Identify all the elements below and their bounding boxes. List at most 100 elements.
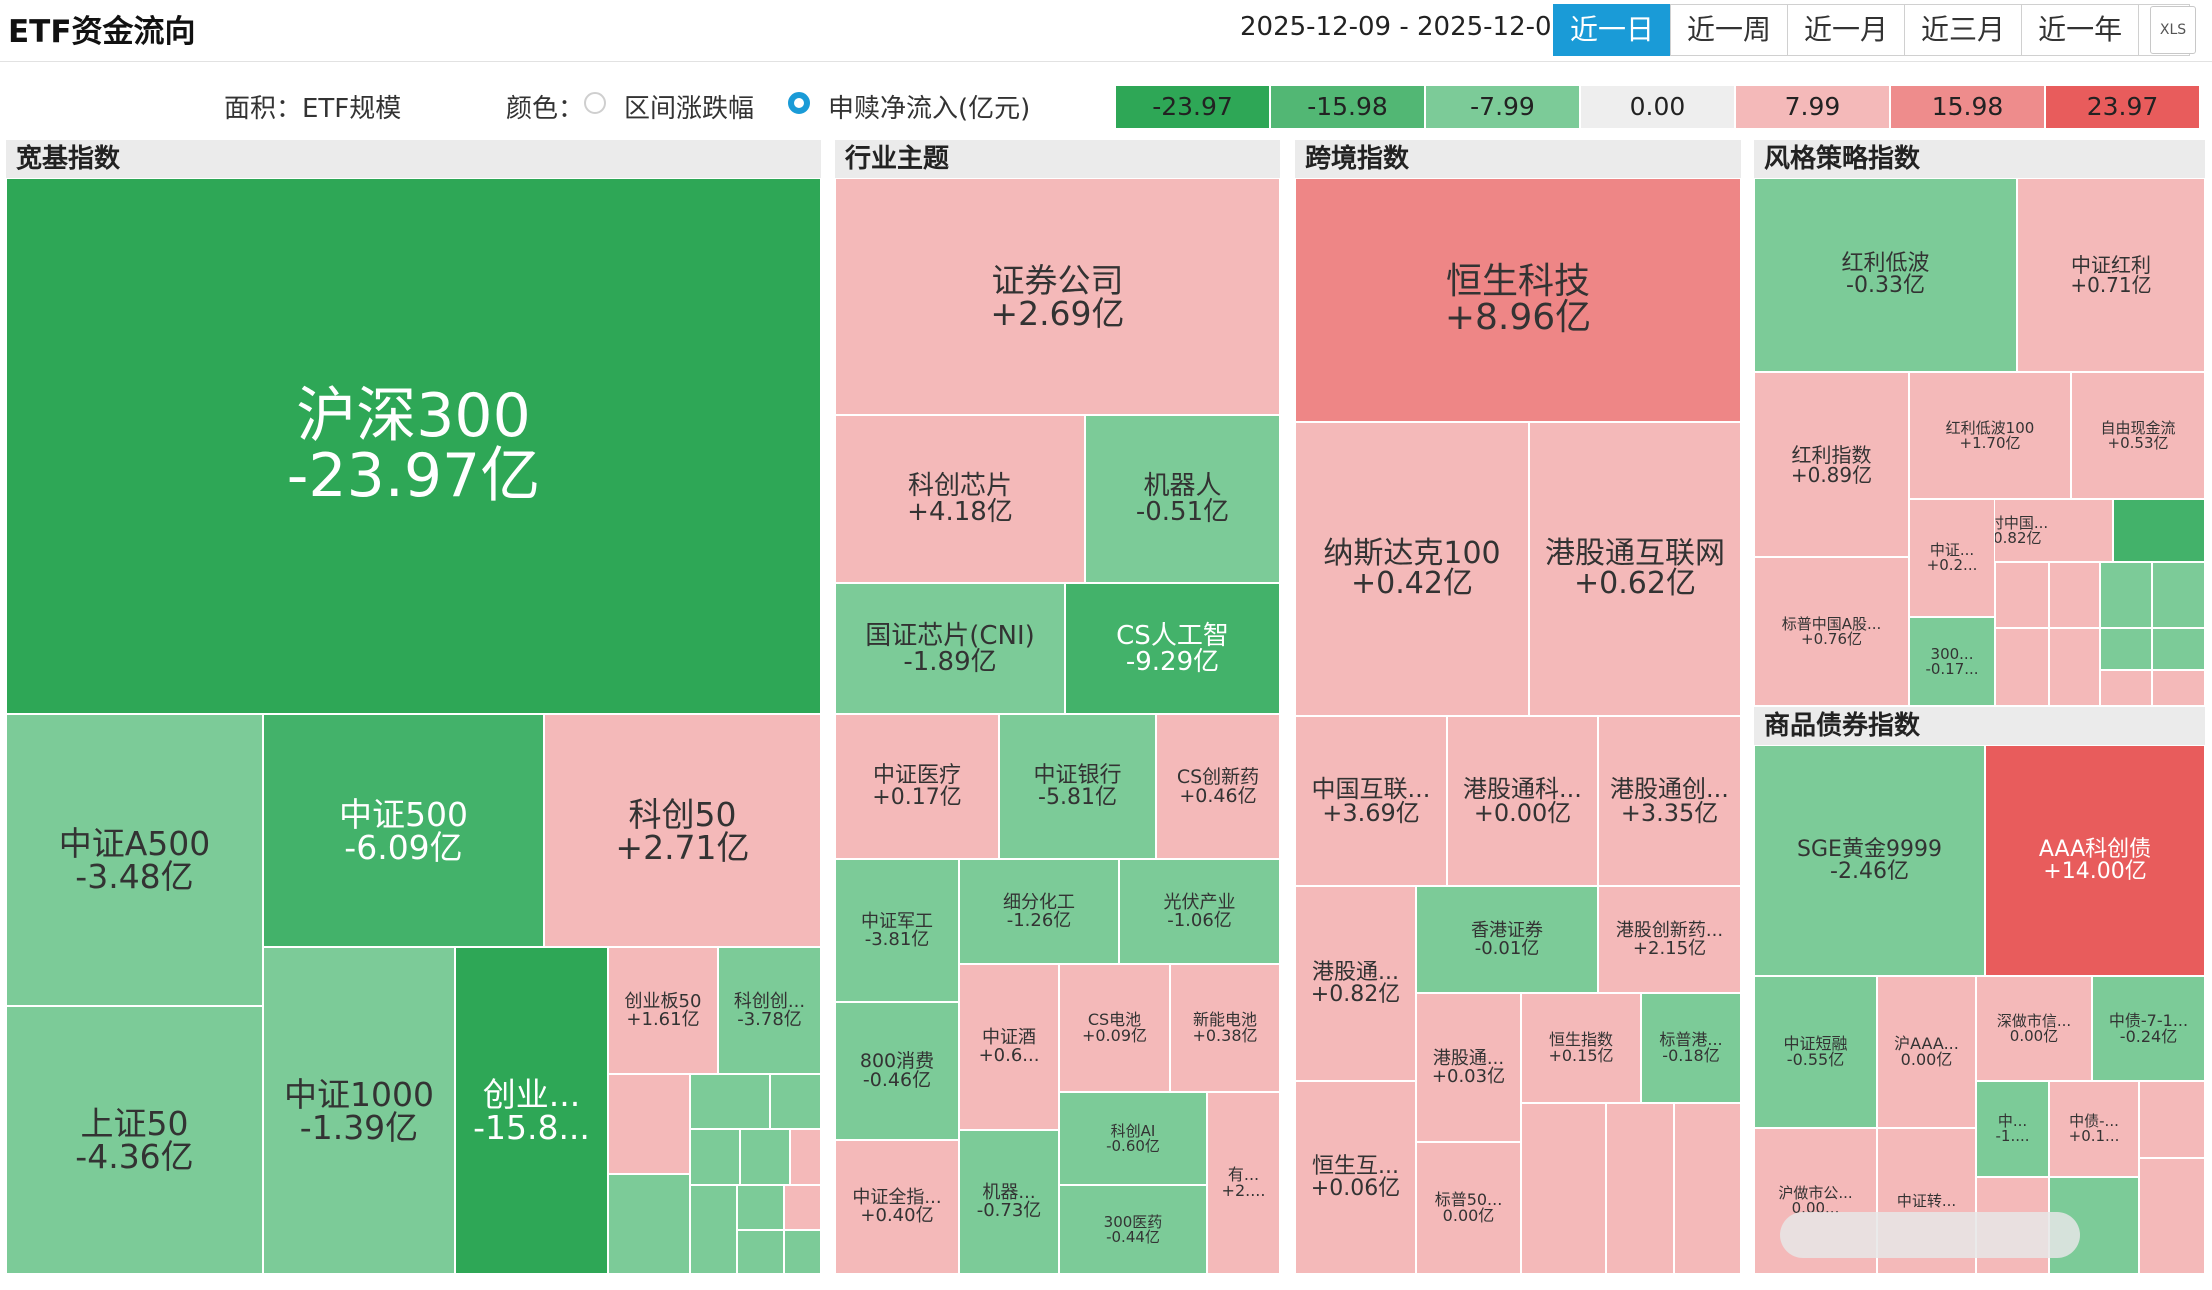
treemap-tile[interactable]: 中证1000 -1.39亿: [263, 947, 455, 1274]
treemap-tile-small[interactable]: [1521, 1103, 1606, 1274]
treemap-tile-small[interactable]: [790, 1129, 821, 1185]
treemap-tile-small[interactable]: [1995, 628, 2049, 706]
treemap-tile-small[interactable]: [690, 1185, 737, 1274]
treemap-tile[interactable]: 科创AI -0.60亿: [1059, 1092, 1207, 1185]
treemap-tile-small[interactable]: [737, 1185, 784, 1230]
treemap-tile[interactable]: 红利低波 -0.33亿: [1754, 178, 2017, 372]
treemap-tile[interactable]: 证券公司 +2.69亿: [835, 178, 1280, 415]
treemap-tile[interactable]: 中... -1....: [1976, 1081, 2049, 1177]
treemap-tile[interactable]: SGE黄金9999 -2.46亿: [1754, 745, 1985, 976]
treemap-tile-small[interactable]: [784, 1230, 821, 1274]
treemap-tile[interactable]: 中证500 -6.09亿: [263, 714, 544, 947]
treemap-tile-small[interactable]: [2049, 562, 2100, 628]
treemap-tile-small[interactable]: [608, 1074, 690, 1174]
treemap-tile-small[interactable]: [690, 1129, 740, 1185]
treemap-tile[interactable]: 香港证券 -0.01亿: [1416, 886, 1598, 993]
treemap-tile[interactable]: 光伏产业 -1.06亿: [1119, 859, 1280, 964]
treemap-tile-small[interactable]: [2152, 670, 2205, 706]
treemap-tile[interactable]: 中证全指... +0.40亿: [835, 1140, 959, 1274]
treemap-tile[interactable]: 沪AAA... 0.00亿: [1877, 976, 1976, 1128]
export-xls-button[interactable]: XLS: [2150, 6, 2196, 54]
treemap-tile[interactable]: 有... +2....: [1207, 1092, 1280, 1274]
treemap-tile[interactable]: 国证芯片(CNI) -1.89亿: [835, 583, 1065, 714]
treemap-tile[interactable]: 中证酒 +0.6...: [959, 964, 1059, 1130]
radio-change-pct[interactable]: [584, 92, 606, 114]
treemap-tile[interactable]: 沪深300 -23.97亿: [6, 178, 821, 714]
treemap-tile[interactable]: 港股通... +0.82亿: [1295, 886, 1416, 1081]
treemap-tile[interactable]: 中证短融 -0.55亿: [1754, 976, 1877, 1128]
treemap-tile[interactable]: 中国互联... +3.69亿: [1295, 716, 1447, 886]
treemap-tile[interactable]: 自由现金流 +0.53亿: [2071, 372, 2205, 499]
tab-1y[interactable]: 近一年: [2021, 4, 2140, 56]
treemap-tile[interactable]: 300医药 -0.44亿: [1059, 1185, 1207, 1274]
treemap-tile[interactable]: 纳斯达克100 +0.42亿: [1295, 422, 1529, 716]
date-range[interactable]: 2025-12-09 - 2025-12-09: [1240, 12, 1569, 42]
treemap-tile[interactable]: 恒生互... +0.06亿: [1295, 1081, 1416, 1274]
treemap-tile[interactable]: 中证军工 -3.81亿: [835, 859, 959, 1002]
option-change-pct[interactable]: 区间涨跌幅: [624, 94, 755, 124]
treemap-tile[interactable]: 中债-7-1... -0.24亿: [2092, 976, 2205, 1081]
tab-1d[interactable]: 近一日: [1553, 4, 1672, 56]
treemap-tile[interactable]: 标普港... -0.18亿: [1641, 993, 1741, 1103]
treemap-tile[interactable]: 恒生指数 +0.15亿: [1521, 993, 1641, 1103]
treemap-tile[interactable]: 标普中国A股... +0.76亿: [1754, 557, 1909, 706]
treemap-tile[interactable]: 300... -0.17...: [1909, 617, 1995, 706]
treemap-tile[interactable]: 红利指数 +0.89亿: [1754, 372, 1909, 557]
treemap-tile[interactable]: 中证A500 -3.48亿: [6, 714, 263, 1006]
treemap-tile-small[interactable]: [2152, 562, 2205, 628]
treemap-tile-small[interactable]: [2100, 670, 2152, 706]
treemap-tile[interactable]: 中证... +0.2...: [1909, 499, 1995, 617]
tab-1w[interactable]: 近一周: [1670, 4, 1789, 56]
legend-item: -15.98: [1271, 86, 1424, 128]
treemap-tile[interactable]: 港股通互联网 +0.62亿: [1529, 422, 1741, 716]
treemap-tile[interactable]: 上证50 -4.36亿: [6, 1006, 263, 1274]
legend-item: 0.00: [1581, 86, 1734, 128]
treemap-tile[interactable]: 港股创新药... +2.15亿: [1598, 886, 1741, 993]
option-net-inflow[interactable]: 申赎净流入(亿元): [828, 94, 1031, 124]
treemap-tile-small[interactable]: [784, 1185, 821, 1230]
treemap-tile[interactable]: 中证银行 -5.81亿: [999, 714, 1156, 859]
radio-net-inflow[interactable]: [788, 92, 810, 114]
treemap-tile[interactable]: 细分化工 -1.26亿: [959, 859, 1119, 964]
treemap-tile-small[interactable]: [608, 1174, 690, 1274]
treemap-tile-small[interactable]: [2152, 628, 2205, 670]
treemap-tile[interactable]: 中证红利 +0.71亿: [2017, 178, 2205, 372]
treemap-tile[interactable]: 机器... -0.73亿: [959, 1130, 1059, 1274]
treemap-tile-small[interactable]: [1674, 1103, 1741, 1274]
treemap-tile-small[interactable]: [2100, 628, 2152, 670]
tab-1m[interactable]: 近一月: [1787, 4, 1906, 56]
treemap-tile[interactable]: 中证医疗 +0.17亿: [835, 714, 999, 859]
treemap-tile[interactable]: 新能电池 +0.38亿: [1170, 964, 1280, 1092]
treemap-tile[interactable]: 中债-... +0.1...: [2049, 1081, 2139, 1177]
treemap-tile[interactable]: 创业板50 +1.61亿: [608, 947, 718, 1074]
treemap-tile-small[interactable]: [1995, 562, 2049, 628]
treemap-tile[interactable]: 创业... -15.8...: [455, 947, 608, 1274]
treemap-tile-small[interactable]: [1606, 1103, 1674, 1274]
treemap-tile-small[interactable]: [770, 1074, 821, 1129]
treemap-tile[interactable]: 科创创... -3.78亿: [718, 947, 821, 1074]
treemap-tile[interactable]: 深做市信... 0.00亿: [1976, 976, 2092, 1081]
treemap-tile[interactable]: 机器人 -0.51亿: [1085, 415, 1280, 583]
treemap-tile[interactable]: CS电池 +0.09亿: [1059, 964, 1170, 1092]
treemap-tile-small[interactable]: [2113, 499, 2205, 562]
treemap-tile[interactable]: CS创新药 +0.46亿: [1156, 714, 1280, 859]
treemap-tile[interactable]: 港股通科... +0.00亿: [1447, 716, 1598, 886]
treemap-tile[interactable]: 恒生科技 +8.96亿: [1295, 178, 1741, 422]
treemap-tile[interactable]: 标普50... 0.00亿: [1416, 1142, 1521, 1274]
treemap-tile-small[interactable]: [2049, 628, 2100, 706]
treemap-tile[interactable]: AAA科创债 +14.00亿: [1985, 745, 2205, 976]
treemap-tile[interactable]: CS人工智 -9.29亿: [1065, 583, 1280, 714]
treemap-tile[interactable]: 红利低波100 +1.70亿: [1909, 372, 2071, 499]
tab-3m[interactable]: 近三月: [1904, 4, 2023, 56]
treemap-tile[interactable]: 800消费 -0.46亿: [835, 1002, 959, 1140]
treemap-tile-small[interactable]: [2139, 1081, 2205, 1158]
treemap-tile[interactable]: 科创50 +2.71亿: [544, 714, 821, 947]
treemap-tile[interactable]: 港股通... +0.03亿: [1416, 993, 1521, 1142]
treemap-tile-small[interactable]: [740, 1129, 790, 1185]
treemap-tile[interactable]: 科创芯片 +4.18亿: [835, 415, 1085, 583]
treemap-tile-small[interactable]: [737, 1230, 784, 1274]
treemap-tile[interactable]: 港股通创... +3.35亿: [1598, 716, 1741, 886]
treemap-tile-small[interactable]: [2100, 562, 2152, 628]
treemap-tile-small[interactable]: [690, 1074, 770, 1129]
treemap-tile-small[interactable]: [2139, 1158, 2205, 1274]
